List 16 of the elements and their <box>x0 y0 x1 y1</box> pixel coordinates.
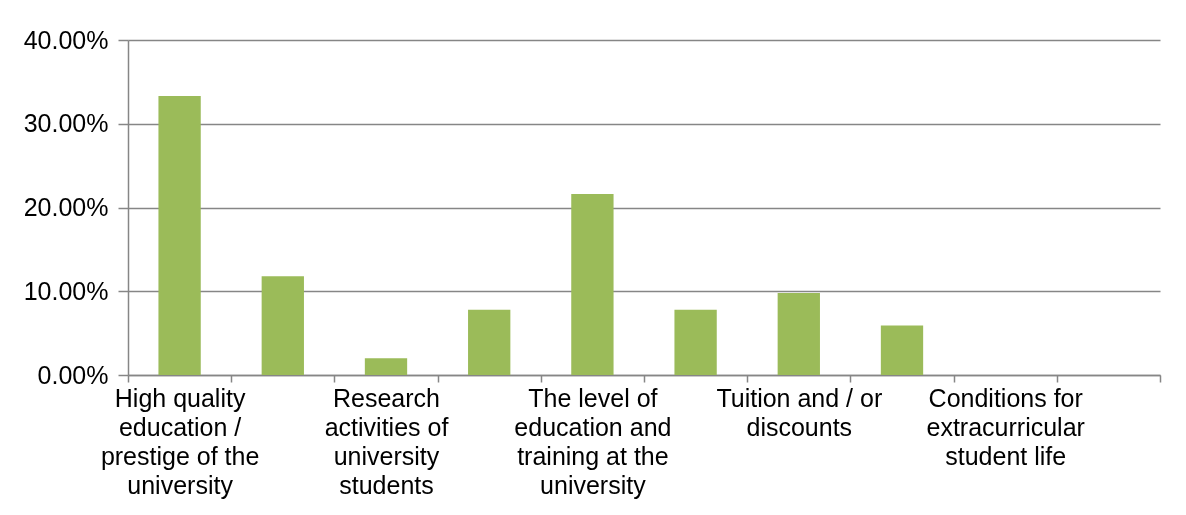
bar <box>880 325 924 375</box>
y-tick-label: 20.00% <box>23 193 109 221</box>
bar <box>777 292 820 375</box>
bar <box>674 309 717 375</box>
x-tick-label: Research activities of university students <box>324 383 449 499</box>
y-tick-label: 40.00% <box>23 25 109 54</box>
y-tick-label: 30.00% <box>23 109 109 138</box>
x-tick-label: Tuition and / or discounts <box>716 383 883 441</box>
bar <box>571 194 614 375</box>
bar <box>364 358 408 375</box>
bar <box>261 276 304 375</box>
x-tick-label: The level of education and training at the university <box>514 383 672 499</box>
y-tick-label: 10.00% <box>23 276 109 305</box>
x-tick-label: Conditions for extracurricular student life <box>926 383 1085 470</box>
bar <box>158 96 201 375</box>
bar <box>468 309 511 375</box>
